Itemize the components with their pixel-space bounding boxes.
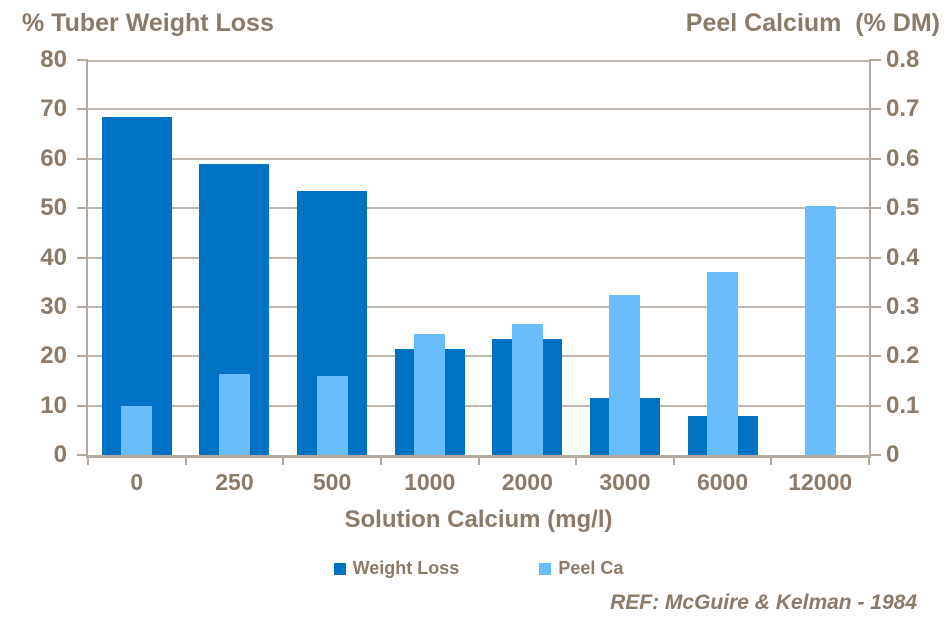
x-axis-tick: [672, 455, 675, 465]
y-axis-tick-label-right: 0.7: [886, 95, 920, 123]
y-axis-tick-left: [77, 355, 88, 358]
reference-text: REF: McGuire & Kelman - 1984: [610, 591, 917, 614]
y-axis-tick-right: [869, 404, 881, 407]
legend-swatch: [333, 562, 346, 575]
legend: Weight Loss Peel Ca: [88, 558, 869, 579]
legend-swatch: [539, 562, 552, 575]
y-axis-tick-label-right: 0.3: [886, 292, 920, 320]
y-axis-tick-label-right: 0.6: [886, 144, 920, 172]
right-axis-line: [869, 60, 871, 458]
y-axis-tick-label-left: 0: [53, 441, 67, 468]
y-axis-tick-label-right: 0.2: [886, 342, 920, 370]
peel-ca-bar: [121, 405, 153, 455]
gridline: [88, 207, 869, 210]
x-axis-tick: [575, 455, 578, 465]
y-axis-tick-left: [77, 454, 88, 456]
y-axis-tick-label-left: 40: [40, 243, 67, 271]
y-axis-tick-label-left: 50: [40, 194, 67, 222]
plot-area: [88, 60, 869, 455]
y-axis-tick-right: [869, 305, 881, 308]
y-axis-tick-label-left: 30: [40, 292, 67, 320]
x-axis-tick-label: 12000: [788, 469, 853, 495]
legend-item-peel-ca: Peel Ca: [539, 558, 623, 579]
gridline: [88, 60, 869, 62]
y-axis-tick-right: [869, 108, 881, 111]
x-axis-tick: [282, 455, 285, 465]
weight-loss-bar: [101, 116, 172, 455]
x-axis-tick: [379, 455, 382, 465]
x-axis-tick: [477, 455, 480, 465]
y-axis-tick-right: [869, 157, 881, 160]
peel-ca-bar: [804, 205, 836, 455]
gridline: [88, 108, 869, 111]
x-axis-tick-label: 2000: [501, 469, 553, 495]
left-axis-title: % Tuber Weight Loss: [22, 9, 274, 37]
legend-label: Weight Loss: [352, 558, 460, 578]
x-axis-title: Solution Calcium (mg/l): [344, 506, 613, 533]
x-axis-tick-label: 0: [130, 469, 144, 495]
gridline: [88, 404, 869, 407]
peel-ca-bar: [609, 294, 641, 455]
y-axis-tick-label-right: 0: [886, 441, 900, 468]
peel-ca-bar: [218, 373, 250, 455]
x-axis-tick-label: 3000: [599, 469, 651, 495]
y-axis-tick-label-left: 60: [40, 144, 67, 172]
y-axis-tick-left: [77, 207, 88, 210]
x-axis-tick: [87, 455, 89, 465]
y-axis-tick-left: [77, 404, 88, 407]
y-axis-tick-label-left: 80: [40, 46, 67, 73]
y-axis-tick-label-right: 0.4: [886, 243, 920, 271]
gridline: [88, 256, 869, 259]
y-axis-tick-label-left: 20: [40, 342, 67, 370]
y-axis-tick-left: [77, 108, 88, 111]
legend-label: Peel Ca: [558, 558, 624, 578]
y-axis-tick-right: [869, 207, 881, 210]
x-axis-tick-label: 6000: [696, 469, 749, 495]
y-axis-tick-label-right: 0.1: [886, 391, 920, 419]
y-axis-tick-left: [77, 59, 88, 61]
peel-ca-bar: [414, 334, 446, 455]
x-axis-tick: [770, 455, 773, 465]
left-axis-line: [86, 60, 88, 458]
peel-ca-bar: [707, 272, 739, 455]
y-axis-tick-right: [869, 59, 881, 61]
gridline: [88, 305, 869, 308]
x-axis-tick: [184, 455, 187, 465]
x-axis-tick: [868, 455, 870, 465]
y-axis-tick-right: [869, 454, 881, 456]
right-axis-title: Peel Calcium (% DM): [685, 9, 940, 37]
y-axis-tick-label-left: 10: [40, 391, 67, 419]
y-axis-tick-left: [77, 256, 88, 259]
gridline: [88, 157, 869, 160]
y-axis-tick-label-left: 70: [40, 95, 67, 123]
y-axis-tick-right: [869, 256, 881, 259]
x-axis-tick-label: 250: [215, 469, 254, 495]
y-axis-tick-left: [77, 305, 88, 308]
y-axis-tick-label-right: 0.8: [886, 46, 920, 73]
peel-ca-bar: [511, 324, 543, 455]
y-axis-tick-left: [77, 157, 88, 160]
x-axis-tick-label: 1000: [404, 469, 456, 495]
y-axis-tick-label-right: 0.5: [886, 194, 920, 222]
x-axis-tick-label: 500: [312, 469, 352, 495]
gridline: [88, 355, 869, 358]
peel-ca-bar: [316, 376, 348, 455]
y-axis-tick-right: [869, 355, 881, 358]
legend-item-weight-loss: Weight Loss: [333, 558, 460, 579]
